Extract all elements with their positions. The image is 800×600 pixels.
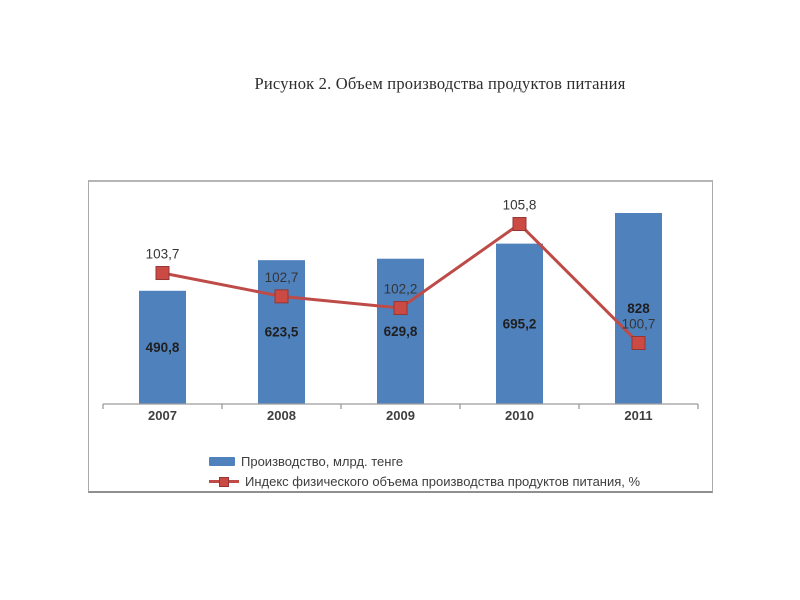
legend-item-production: Производство, млрд. тенге [209,453,640,470]
category-label-2008: 2008 [267,408,296,423]
index-marker-2007 [155,266,170,281]
chart-svg: 2007 2008 2009 2010 2011 490,8 623,5 629,8 695,2… [102,198,699,423]
production-bar-2011 [615,213,662,404]
legend-bar-swatch-icon [209,457,235,466]
line-value-label-2008: 102,7 [265,270,299,285]
line-value-label-2011: 100,7 [622,317,656,332]
bar-value-label-2009: 629,8 [384,324,418,339]
index-marker-2009 [393,301,408,316]
figure-title: Рисунок 2. Объем производства продуктов … [254,74,626,93]
line-value-label-2009: 102,2 [384,282,418,297]
index-marker-2011 [631,336,646,351]
line-value-label-2010: 105,8 [503,198,537,213]
production-bar-2008 [258,260,305,404]
bar-value-label-2008: 623,5 [265,325,299,340]
legend-line-swatch-icon [209,476,239,487]
category-label-2007: 2007 [148,408,177,423]
category-label-2011: 2011 [624,408,652,423]
legend-item-index: Индекс физического объема производства п… [209,473,640,490]
index-marker-2008 [274,289,289,304]
chart-legend: Производство, млрд. тенге Индекс физичес… [209,453,640,490]
legend-index-label: Индекс физического объема производства п… [245,474,641,489]
index-marker-2010 [512,217,527,232]
production-bar-2009 [377,258,424,404]
bar-value-label-2007: 490,8 [146,340,180,355]
bar-value-label-2011: 828 [627,301,650,316]
bar-value-label-2010: 695,2 [503,316,537,331]
line-value-label-2007: 103,7 [146,247,180,262]
legend-production-label: Производство, млрд. тенге [241,454,404,469]
legend-marker-part [219,477,229,487]
category-label-2009: 2009 [386,408,415,423]
production-bar-2007 [139,290,186,404]
production-bar-2010 [496,243,543,404]
category-label-2010: 2010 [505,408,534,423]
chart-frame: 2007 2008 2009 2010 2011 490,8 623,5 629,8 695,2… [88,180,713,493]
